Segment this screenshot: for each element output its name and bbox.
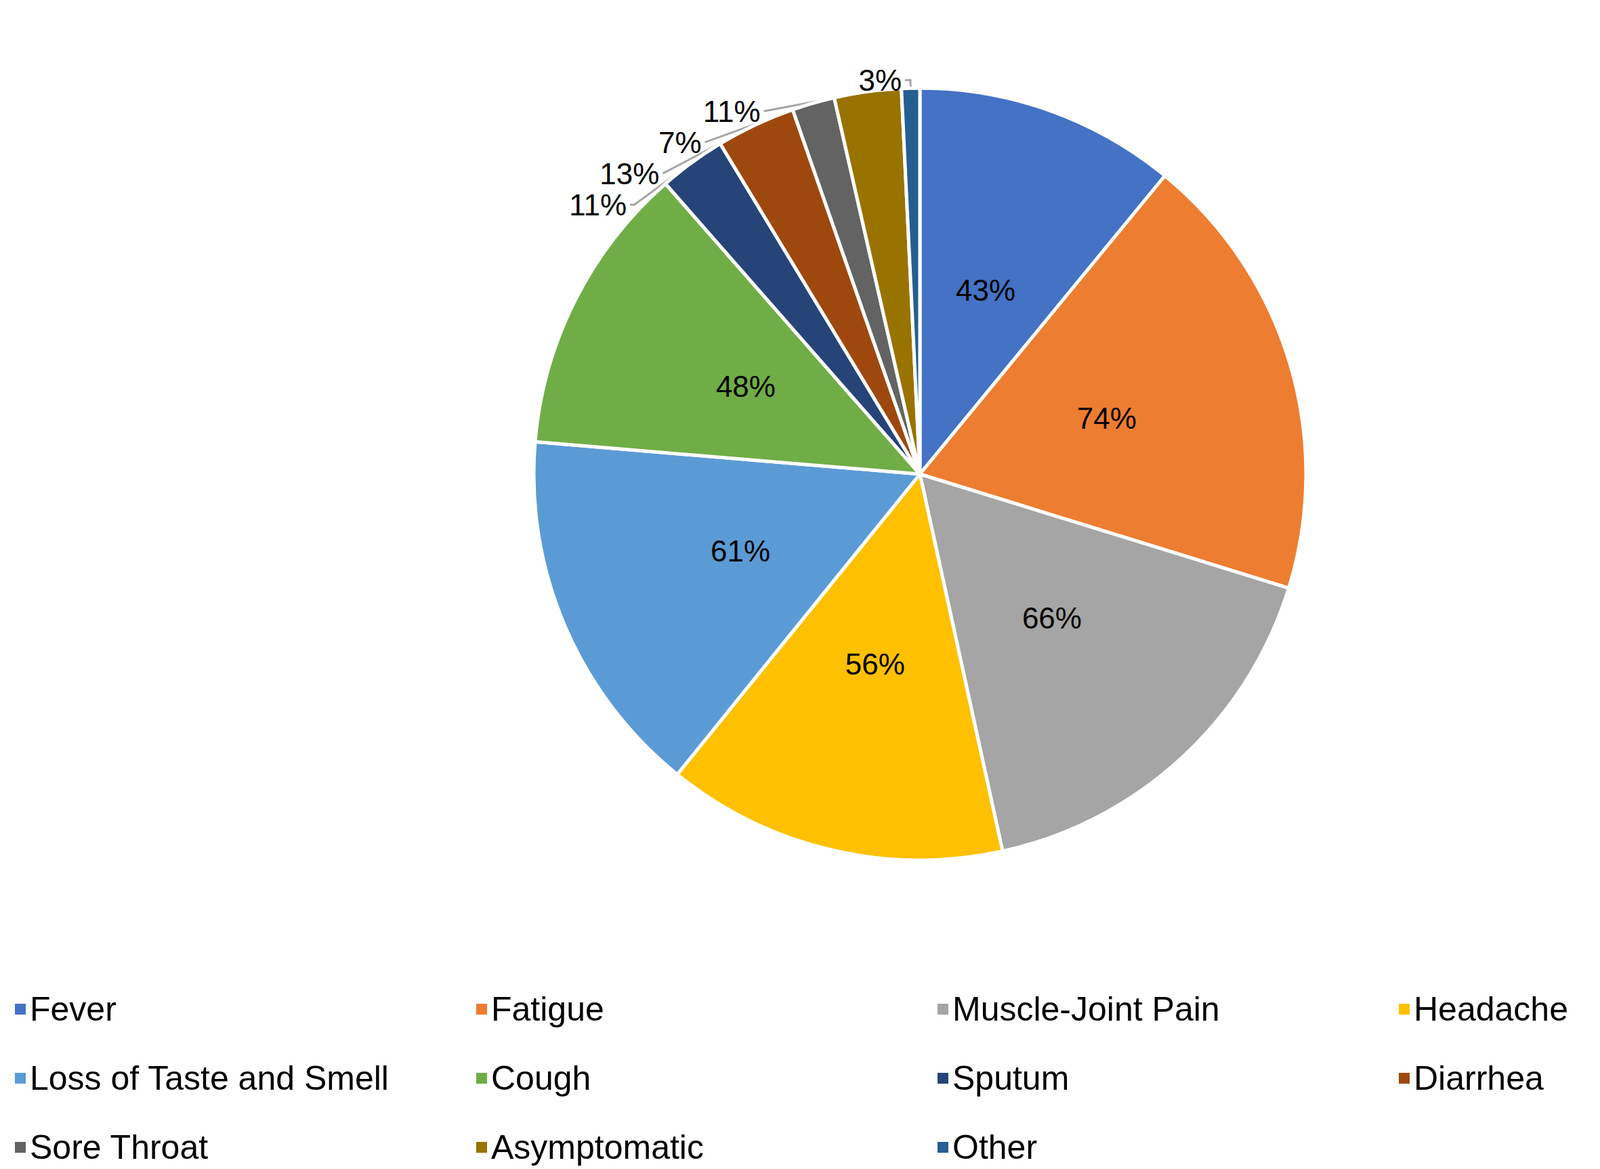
svg-text:11%: 11%	[569, 188, 627, 222]
svg-text:Sore Throat: Sore Throat	[29, 1128, 208, 1167]
svg-text:13%: 13%	[599, 157, 660, 191]
svg-text:66%: 66%	[1022, 601, 1082, 635]
svg-text:48%: 48%	[716, 369, 776, 404]
svg-text:Cough: Cough	[491, 1059, 591, 1098]
svg-text:61%: 61%	[710, 534, 771, 568]
svg-text:11%: 11%	[703, 94, 761, 129]
svg-text:7%: 7%	[658, 125, 702, 160]
svg-text:Other: Other	[952, 1128, 1038, 1167]
svg-text:Muscle-Joint Pain: Muscle-Joint Pain	[952, 990, 1220, 1029]
svg-text:Loss of Taste and Smell: Loss of Taste and Smell	[29, 1059, 389, 1098]
svg-text:43%: 43%	[955, 273, 1016, 307]
svg-text:74%: 74%	[1077, 401, 1137, 435]
svg-text:56%: 56%	[845, 647, 905, 681]
svg-text:Headache: Headache	[1413, 990, 1569, 1029]
svg-text:Sputum: Sputum	[952, 1059, 1069, 1098]
svg-text:Diarrhea: Diarrhea	[1413, 1059, 1544, 1098]
svg-text:3%: 3%	[858, 63, 902, 97]
svg-text:Fever: Fever	[29, 990, 117, 1029]
svg-text:Asymptomatic: Asymptomatic	[491, 1128, 704, 1167]
svg-text:Fatigue: Fatigue	[491, 990, 605, 1029]
